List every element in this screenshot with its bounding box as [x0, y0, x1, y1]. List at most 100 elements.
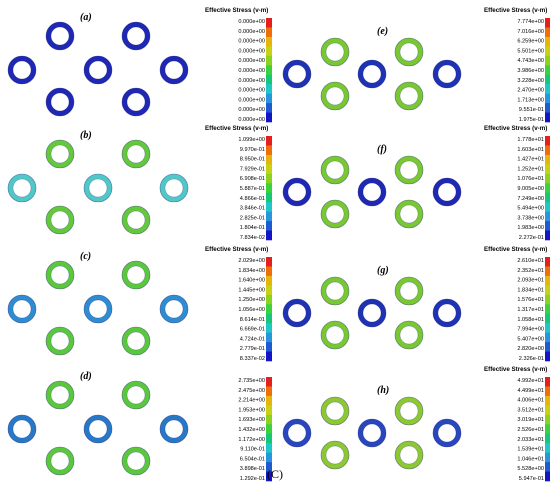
- legend-tick-label: 9.970e-01: [240, 147, 265, 153]
- legend-color-step: [266, 342, 272, 352]
- legend-color-step: [266, 154, 272, 165]
- tube-ring: [160, 56, 188, 84]
- legend-tick-label: 1.058e+01: [517, 317, 544, 323]
- tube-ring-inner-outline: [399, 325, 419, 345]
- tube-ring-outline: [282, 418, 312, 448]
- legend-color-step: [545, 313, 550, 324]
- tube-ring-outline: [320, 396, 350, 426]
- stress-panel: (b) Effective Stress (v-m) 1.099e+00 9.970e…: [7, 125, 272, 241]
- legend-title: Effective Stress (v-m): [205, 125, 268, 132]
- tube-ring-outline: [83, 294, 113, 324]
- legend-tick-label: 3.846e-01: [240, 206, 265, 212]
- legend-color-step: [266, 304, 272, 315]
- legend-color-step: [545, 145, 550, 156]
- legend-color-step: [545, 462, 550, 472]
- legend-tick-label: 0.000e+00: [238, 48, 265, 54]
- tube-ring-inner-outline: [164, 178, 184, 198]
- legend-title: Effective Stress (v-m): [484, 366, 547, 373]
- panel-label: (h): [377, 385, 389, 396]
- legend-tick-label: 1.076e+01: [517, 176, 544, 182]
- legend-tick-label: 2.475e+00: [238, 388, 265, 394]
- legend-tick-label: 2.326e-01: [519, 356, 544, 362]
- legend-color-step: [266, 405, 272, 416]
- legend-tick-label: 6.504e-01: [240, 456, 265, 462]
- legend-color-step: [545, 443, 550, 453]
- tube-ring-inner-outline: [50, 331, 70, 351]
- tube-ring-inner-outline: [287, 182, 307, 202]
- tube-ring: [122, 140, 150, 168]
- tube-ring-inner-outline: [126, 26, 146, 46]
- legend-color-step: [266, 230, 272, 241]
- tube-ring-outline: [394, 81, 424, 111]
- legend-color-step: [266, 424, 272, 435]
- tube-ring: [46, 22, 74, 50]
- legend-color-step: [545, 351, 550, 362]
- legend-tick-label: 1.713e+00: [517, 97, 544, 103]
- tube-ring: [84, 415, 112, 443]
- tube-ring-outline: [45, 326, 75, 356]
- legend-color-step: [266, 313, 272, 324]
- tube-ring-outline: [320, 155, 350, 185]
- tube-ring-outline: [282, 177, 312, 207]
- legend-color-step: [266, 65, 272, 76]
- tube-ring-inner-outline: [50, 265, 70, 285]
- tube-ring-inner-outline: [325, 325, 345, 345]
- tube-ring-inner-outline: [399, 204, 419, 224]
- legend-tick-label: 9.551e-01: [519, 107, 544, 113]
- tube-ring-outline: [432, 177, 462, 207]
- legend-tick-label: 0.000e+00: [238, 29, 265, 35]
- legend-tick-label: 1.250e+00: [238, 297, 265, 303]
- legend-tick-label: 1.432e+00: [238, 427, 265, 433]
- tube-ring: [46, 447, 74, 475]
- legend-tick-label: 2.093e+01: [517, 278, 544, 284]
- legend-title: Effective Stress (v-m): [484, 125, 547, 132]
- legend-tick-label: 2.779e-01: [240, 346, 265, 352]
- tube-ring-inner-outline: [437, 64, 457, 84]
- tube-ring: [358, 299, 386, 327]
- legend-tick-label: 5.501e+00: [517, 48, 544, 54]
- tube-ring: [122, 447, 150, 475]
- legend-color-step: [545, 211, 550, 222]
- tube-ring: [358, 178, 386, 206]
- tube-ring: [46, 140, 74, 168]
- legend-tick-label: 9.110e-01: [240, 447, 265, 453]
- legend-color-step: [266, 452, 272, 463]
- legend-title: Effective Stress (v-m): [484, 246, 547, 253]
- tube-ring-inner-outline: [325, 86, 345, 106]
- legend-title: Effective Stress (v-m): [205, 7, 268, 14]
- tube-ring-outline: [45, 446, 75, 476]
- legend-tick-label: 1.983e+00: [517, 225, 544, 231]
- stress-panel: (g) Effective Stress (v-m) 2.610e+01 2.352e…: [282, 246, 550, 362]
- legend-color-step: [545, 154, 550, 165]
- legend-color-step: [266, 164, 272, 175]
- tube-ring-outline: [320, 37, 350, 67]
- legend-color-step: [266, 386, 272, 397]
- legend-tick-label: 0.000e+00: [238, 107, 265, 113]
- legend-tick-label: 7.929e-01: [240, 166, 265, 172]
- tube-ring-outline: [432, 418, 462, 448]
- tube-ring-outline: [45, 205, 75, 235]
- tube-ring-inner-outline: [50, 26, 70, 46]
- legend-tick-label: 2.735e+00: [238, 378, 265, 384]
- tube-ring-outline: [7, 173, 37, 203]
- legend-tick-label: 4.992e+01: [517, 378, 544, 384]
- legend-color-step: [545, 27, 550, 38]
- tube-ring-outline: [7, 294, 37, 324]
- tube-ring-inner-outline: [126, 210, 146, 230]
- tube-ring-outline: [394, 37, 424, 67]
- panel-label: (b): [80, 130, 92, 141]
- tube-ring-inner-outline: [287, 303, 307, 323]
- legend-tick-label: 1.046e+01: [517, 456, 544, 462]
- legend-color-step: [266, 103, 272, 113]
- legend-tick-label: 1.693e+00: [238, 417, 265, 423]
- legend-tick-label: 2.526e+01: [517, 427, 544, 433]
- legend-tick-label: 1.056e+00: [238, 307, 265, 313]
- legend-color-step: [545, 183, 550, 194]
- tube-ring-inner-outline: [12, 299, 32, 319]
- tube-ring: [321, 82, 349, 110]
- legend-tick-label: 0.000e+00: [238, 39, 265, 45]
- legend-color-step: [545, 257, 550, 267]
- tube-ring: [46, 261, 74, 289]
- tube-ring-outline: [320, 320, 350, 350]
